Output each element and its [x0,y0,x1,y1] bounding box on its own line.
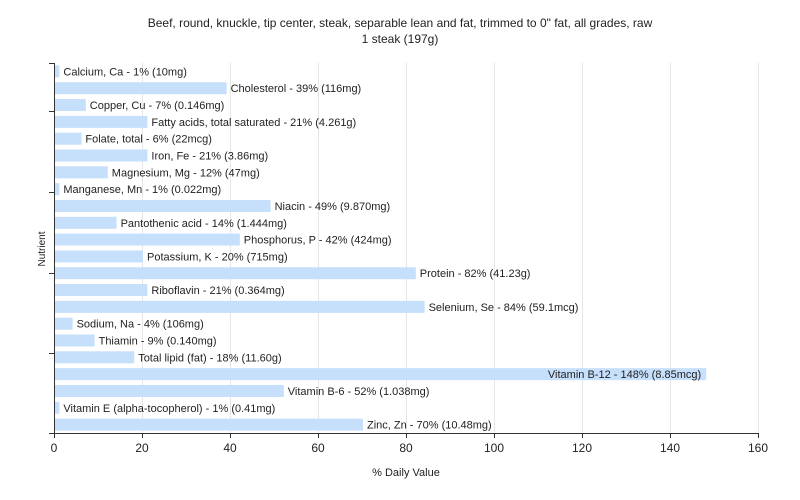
bar [55,317,73,330]
x-tick-label: 80 [399,441,413,455]
bar-label: Niacin - 49% (9.870mg) [275,201,391,213]
bar [55,149,148,162]
bar-label: Zinc, Zn - 70% (10.48mg) [367,420,492,432]
bar-label: Phosphorus, P - 42% (424mg) [244,235,392,247]
bar-label: Folate, total - 6% (22mcg) [85,134,212,146]
bar-label: Riboflavin - 21% (0.364mg) [151,285,284,297]
bar-label: Total lipid (fat) - 18% (11.60g) [138,352,281,364]
x-tick-label: 0 [51,441,58,455]
bar [55,132,82,145]
x-axis-label: % Daily Value [372,467,440,479]
bar [55,300,425,313]
bar-label: Pantothenic acid - 14% (1.444mg) [121,218,287,230]
bar-label: Fatty acids, total saturated - 21% (4.26… [151,117,356,129]
bar [55,199,271,212]
bar-label: Potassium, K - 20% (715mg) [147,251,288,263]
bar [55,334,95,347]
bar [55,284,148,297]
bar-label: Selenium, Se - 84% (59.1mcg) [429,302,579,314]
bar-label: Protein - 82% (41.23g) [420,268,531,280]
x-tick-label: 120 [572,441,592,455]
y-axis-label: Nutrient [37,231,48,266]
axes: 0 20 40 60 80 100 120 140 160 [49,63,768,455]
bar [55,267,416,280]
bar [55,233,240,246]
bar-label: Vitamin B-12 - 148% (8.85mcg) [548,369,701,381]
bar-label: Cholesterol - 39% (116mg) [231,83,362,95]
bar [55,368,707,381]
x-tick-label: 60 [311,441,325,455]
bar [55,250,143,263]
x-tick-label: 20 [135,441,149,455]
bar-label: Copper, Cu - 7% (0.146mg) [90,100,225,112]
bar-label: Iron, Fe - 21% (3.86mg) [151,151,268,163]
bar-label: Vitamin B-6 - 52% (1.038mg) [288,386,430,398]
bar [55,82,227,95]
x-tick-label: 100 [484,441,504,455]
bar [55,384,284,397]
bar-label: Magnesium, Mg - 12% (47mg) [112,167,260,179]
bar [55,115,148,128]
chart-title: Beef, round, knuckle, tip center, steak,… [147,16,653,30]
bars: Calcium, Ca - 1% (10mg) Cholesterol - 39%… [55,65,707,432]
bar-label: Manganese, Mn - 1% (0.022mg) [63,184,221,196]
bar [55,99,86,112]
bar [55,418,363,431]
bar [55,65,60,78]
bar-label: Calcium, Ca - 1% (10mg) [63,66,186,78]
x-tick-label: 160 [748,441,768,455]
bar [55,183,60,196]
bar [55,401,60,414]
x-tick-label: 40 [223,441,237,455]
bar-label: Vitamin E (alpha-tocopherol) - 1% (0.41m… [63,403,275,415]
x-tick-label: 140 [660,441,680,455]
bar-label: Sodium, Na - 4% (106mg) [77,319,204,331]
chart-subtitle: 1 steak (197g) [361,32,439,46]
bar [55,166,108,179]
bar [55,216,117,229]
bar-label: Thiamin - 9% (0.140mg) [99,336,217,348]
bar [55,351,135,364]
